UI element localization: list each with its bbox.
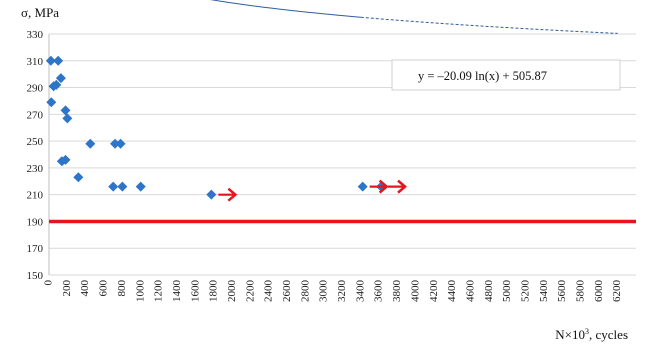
x-tick-3800: 3800	[391, 280, 403, 303]
x-tick-3200: 3200	[336, 280, 348, 303]
trendline-solid	[210, 0, 361, 18]
y-axis-label: σ, MPa	[21, 5, 59, 20]
runout-arrow-head	[378, 179, 389, 194]
data-point-1	[53, 55, 64, 66]
runout-arrow-head	[227, 187, 238, 202]
y-tick-190: 190	[27, 216, 44, 228]
x-tick-2600: 2600	[281, 280, 293, 303]
y-tick-210: 210	[27, 190, 44, 202]
y-tick-290: 290	[27, 83, 44, 95]
x-tick-5200: 5200	[519, 280, 531, 303]
y-tick-150: 150	[27, 270, 44, 282]
data-point-12	[110, 138, 121, 149]
x-tick-3600: 3600	[373, 280, 385, 303]
runout-arrows	[218, 179, 407, 202]
x-tick-5400: 5400	[538, 280, 550, 303]
x-tick-4400: 4400	[446, 280, 458, 303]
x-tick-400: 400	[79, 280, 91, 297]
x-tick-3000: 3000	[318, 280, 330, 303]
x-tick-1600: 1600	[189, 280, 201, 303]
data-point-17	[206, 189, 217, 200]
x-tick-4000: 4000	[409, 280, 421, 303]
x-tick-4200: 4200	[428, 280, 440, 303]
x-tick-1400: 1400	[171, 280, 183, 303]
y-tick-labels: 150 170 190 210 230 250 270 290 310 330	[27, 29, 44, 282]
y-tick-250: 250	[27, 136, 44, 148]
y-tick-330: 330	[27, 29, 44, 41]
data-point-2	[46, 97, 57, 108]
trendline-dashed	[360, 16, 618, 34]
x-axis-label-superscript: 3	[585, 327, 589, 336]
data-point-7	[62, 113, 73, 124]
data-point-15	[117, 181, 128, 192]
x-tick-200: 200	[61, 280, 73, 297]
x-tick-5800: 5800	[575, 280, 587, 303]
x-tick-1200: 1200	[153, 280, 165, 303]
x-axis-label: N×103, cycles	[555, 327, 628, 342]
x-tick-800: 800	[116, 280, 128, 297]
x-tick-4800: 4800	[483, 280, 495, 303]
x-tick-600: 600	[98, 280, 110, 297]
x-tick-2200: 2200	[244, 280, 256, 303]
x-tick-0: 0	[43, 280, 55, 286]
data-point-11	[85, 138, 96, 149]
data-point-5	[55, 73, 66, 84]
x-tick-1800: 1800	[208, 280, 220, 303]
data-point-13	[115, 138, 126, 149]
y-tick-270: 270	[27, 109, 44, 121]
x-tick-2400: 2400	[263, 280, 275, 303]
equation-box	[391, 59, 621, 91]
x-tick-2000: 2000	[226, 280, 238, 303]
runout-arrow-1	[369, 179, 389, 194]
runout-arrow-head	[397, 179, 407, 194]
data-points	[45, 55, 387, 200]
data-point-18	[357, 181, 368, 192]
x-tick-labels: 0 200 400 600 800 1000 1200 1400 1600 1800 2000 220…	[43, 280, 624, 303]
data-point-0	[45, 55, 56, 66]
runout-arrow-0	[218, 187, 238, 202]
runout-arrow-2	[388, 179, 407, 194]
data-point-10	[73, 172, 84, 183]
x-tick-6000: 6000	[593, 280, 605, 303]
x-tick-3400: 3400	[354, 280, 366, 303]
y-tick-310: 310	[27, 56, 44, 68]
data-point-6	[60, 105, 71, 116]
x-tick-4600: 4600	[464, 280, 476, 303]
x-tick-5600: 5600	[556, 280, 568, 303]
x-tick-1000: 1000	[134, 280, 146, 303]
data-point-16	[135, 181, 146, 192]
x-tick-2800: 2800	[299, 280, 311, 303]
trendline	[210, 0, 618, 34]
y-tick-170: 170	[27, 243, 44, 255]
y-tick-230: 230	[27, 163, 44, 175]
x-tick-5000: 5000	[501, 280, 513, 303]
data-point-4	[51, 79, 62, 90]
data-point-14	[108, 181, 119, 192]
data-point-9	[60, 154, 71, 165]
x-tick-6200: 6200	[611, 280, 623, 303]
trendline-equation: y = –20.09 ln(x) + 505.87	[418, 69, 547, 83]
